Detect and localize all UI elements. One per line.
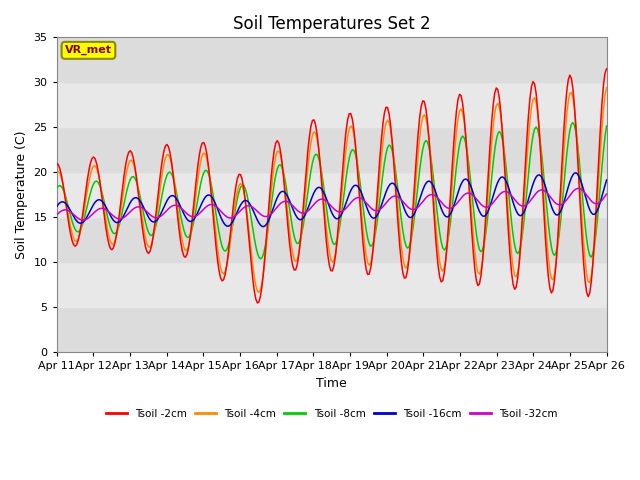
Bar [57,37,607,83]
Bar [57,217,607,263]
Legend: Tsoil -2cm, Tsoil -4cm, Tsoil -8cm, Tsoil -16cm, Tsoil -32cm: Tsoil -2cm, Tsoil -4cm, Tsoil -8cm, Tsoi… [102,405,562,423]
Bar [57,83,607,127]
Bar [57,172,607,217]
Title: Soil Temperatures Set 2: Soil Temperatures Set 2 [233,15,431,33]
Bar [57,307,607,352]
Bar [57,263,607,307]
Y-axis label: Soil Temperature (C): Soil Temperature (C) [15,131,28,259]
X-axis label: Time: Time [316,377,347,390]
Bar [57,127,607,172]
Text: VR_met: VR_met [65,45,112,56]
